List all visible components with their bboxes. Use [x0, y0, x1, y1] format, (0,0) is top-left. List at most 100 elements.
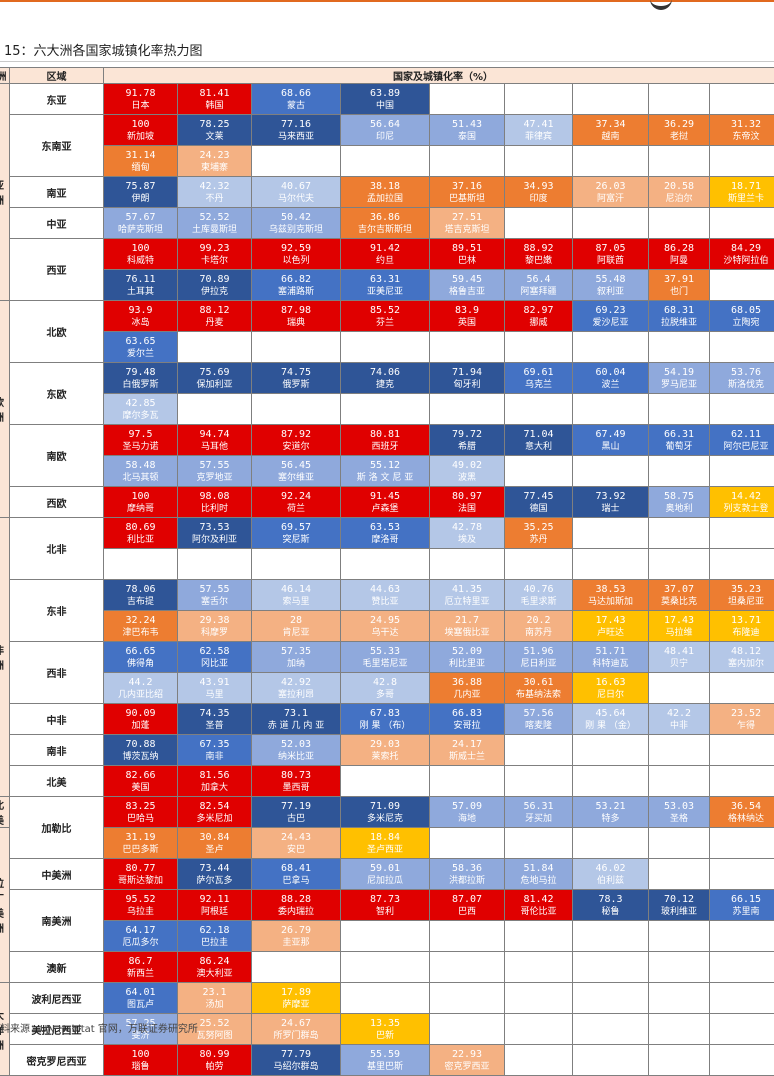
empty-cell: [573, 766, 649, 797]
empty-cell: [341, 921, 430, 952]
country-name: 马来西亚: [252, 131, 340, 143]
country-name: 古巴: [252, 813, 340, 825]
urbanization-rate-value: 63.31: [341, 273, 429, 286]
country-name: 中国: [341, 100, 429, 112]
region-label: 东南亚: [10, 115, 104, 177]
urbanization-rate-value: 86.7: [104, 955, 177, 968]
urbanization-rate-value: 87.73: [341, 893, 429, 906]
urbanization-rate-value: 91.78: [104, 87, 177, 100]
country-name: 希腊: [430, 441, 504, 453]
country-name: 印度: [505, 193, 572, 205]
region-label: 波利尼西亚: [10, 983, 104, 1014]
continent-label: 拉丁美洲: [0, 828, 10, 983]
urbanization-rate-value: 30.61: [505, 676, 572, 689]
empty-cell: [430, 952, 505, 983]
urbanization-rate-value: 55.12: [341, 459, 429, 472]
urbanization-rate-value: 28: [252, 614, 340, 627]
urbanization-rate-value: 55.33: [341, 645, 429, 658]
urbanization-rate-value: 80.69: [104, 521, 177, 534]
country-name: 博茨瓦纳: [104, 751, 177, 763]
urbanization-rate-value: 81.56: [178, 769, 251, 782]
urbanization-rate-value: 42.32: [178, 180, 251, 193]
country-name: 阿曼: [649, 255, 709, 267]
country-name: 巴巴多斯: [104, 844, 177, 856]
country-name: 塞尔维亚: [252, 472, 340, 484]
country-name: 坦桑尼亚: [710, 596, 774, 608]
country-name: 秘鲁: [573, 906, 648, 918]
region-label: 南美洲: [10, 890, 104, 952]
urbanization-rate-value: 97.5: [104, 428, 177, 441]
country-name: 圣普: [178, 720, 251, 732]
country-name: 布基纳法索: [505, 689, 572, 701]
urbanization-rate-value: 55.59: [341, 1048, 429, 1061]
urbanization-rate-value: 42.92: [252, 676, 340, 689]
urbanization-rate-value: 88.28: [252, 893, 340, 906]
country-name: 加拿大: [178, 782, 251, 794]
country-name: 多米尼克: [341, 813, 429, 825]
country-name: 巴哈马: [104, 813, 177, 825]
urbanization-rate-value: 56.4: [505, 273, 572, 286]
urbanization-rate-value: 79.48: [104, 366, 177, 379]
urbanization-rate-value: 73.53: [178, 521, 251, 534]
urbanization-rate-value: 67.35: [178, 738, 251, 751]
urbanization-rate-value: 93.9: [104, 304, 177, 317]
country-name: 伊拉克: [178, 286, 251, 298]
empty-cell: [573, 549, 649, 580]
country-name: 牙买加: [505, 813, 572, 825]
urbanization-rate-value: 69.57: [252, 521, 340, 534]
country-name: 汤加: [178, 999, 251, 1011]
urbanization-rate-value: 78.06: [104, 583, 177, 596]
country-name: 厄瓜多尔: [104, 937, 177, 949]
country-name: 比利时: [178, 503, 251, 515]
country-name: 斯洛伐克: [710, 379, 774, 391]
country-name: 巴林: [430, 255, 504, 267]
urbanization-rate-value: 38.18: [341, 180, 429, 193]
urbanization-rate-value: 86.28: [649, 242, 709, 255]
country-name: 圣马力诺: [104, 441, 177, 453]
country-name: 克罗地亚: [178, 472, 251, 484]
urbanization-rate-value: 66.82: [252, 273, 340, 286]
country-name: 摩纳哥: [104, 503, 177, 515]
urbanization-rate-value: 92.24: [252, 490, 340, 503]
urbanization-rate-value: 66.15: [710, 893, 774, 906]
country-name: 海地: [430, 813, 504, 825]
empty-cell: [573, 394, 649, 425]
urbanization-rate-value: 79.72: [430, 428, 504, 441]
urbanization-rate-value: 74.06: [341, 366, 429, 379]
urbanization-rate-value: 63.89: [341, 87, 429, 100]
country-name: 荷兰: [252, 503, 340, 515]
urbanization-rate-value: 36.86: [341, 211, 429, 224]
empty-cell: [710, 921, 774, 952]
urbanization-rate-value: 31.32: [710, 118, 774, 131]
empty-cell: [430, 828, 505, 859]
urbanization-rate-value: 32.24: [104, 614, 177, 627]
